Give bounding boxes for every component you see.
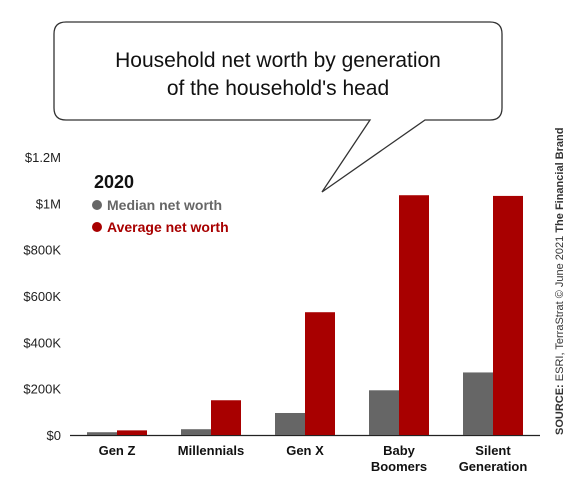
bar-median: [275, 412, 305, 435]
y-tick-label: $0: [47, 428, 61, 443]
bar-median: [463, 372, 493, 435]
legend-swatch-average: [92, 222, 102, 232]
x-category-label: Silent: [475, 443, 511, 458]
legend-swatch-median: [92, 200, 102, 210]
y-tick-label: $400K: [23, 335, 61, 350]
legend-label-median: Median net worth: [107, 197, 222, 213]
y-tick-label: $1M: [36, 196, 61, 211]
bar-average: [305, 312, 335, 435]
y-tick-label: $600K: [23, 289, 61, 304]
legend-label-average: Average net worth: [107, 219, 229, 235]
x-category-label: Baby: [383, 443, 416, 458]
source-credit: SOURCE: ESRI, TerraStrat © June 2021 The…: [554, 128, 566, 435]
chart-title-line-2: of the household's head: [167, 77, 389, 100]
bar-average: [117, 430, 147, 435]
y-tick-label: $800K: [23, 243, 61, 258]
x-category-label: Gen X: [286, 443, 324, 458]
bar-average: [211, 400, 241, 435]
bar-average: [399, 195, 429, 435]
x-category-label: Generation: [459, 459, 528, 474]
x-category-label: Boomers: [371, 459, 427, 474]
legend-year: 2020: [94, 172, 134, 192]
x-category-label: Millennials: [178, 443, 244, 458]
bar-average: [493, 195, 523, 435]
title-speech-bubble: [53, 21, 503, 193]
bar-median: [369, 390, 399, 435]
bar-median: [87, 432, 117, 435]
x-category-label: Gen Z: [99, 443, 136, 458]
y-tick-label: $1.2M: [25, 150, 61, 165]
y-tick-label: $200K: [23, 382, 61, 397]
chart-title-line-1: Household net worth by generation: [115, 49, 441, 72]
bar-median: [181, 429, 211, 435]
